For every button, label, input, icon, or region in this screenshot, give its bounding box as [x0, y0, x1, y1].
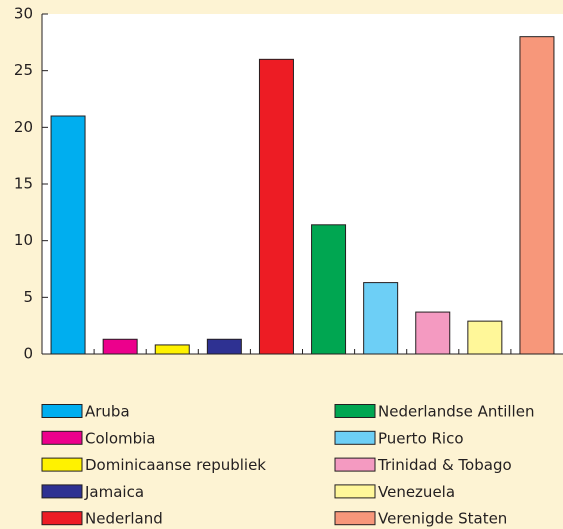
legend-swatch [41, 484, 83, 499]
legend-label: Verenigde Staten [378, 510, 507, 528]
bar [102, 338, 138, 355]
legend-swatch [334, 484, 376, 499]
legend-swatch [41, 511, 83, 526]
legend-label: Trinidad & Tobago [377, 456, 512, 474]
y-tick-label: 10 [14, 231, 33, 249]
y-tick-label: 5 [23, 288, 33, 306]
bar [519, 36, 555, 355]
legend-label: Nederland [85, 510, 163, 528]
bar [363, 282, 399, 355]
bar [50, 115, 86, 355]
bar [467, 320, 503, 355]
y-tick-label: 15 [14, 175, 33, 193]
legend-label: Dominicaanse republiek [85, 456, 266, 474]
legend-label: Jamaica [84, 483, 144, 501]
legend-label: Aruba [85, 403, 130, 421]
plot-area [42, 14, 563, 354]
y-tick-label: 25 [14, 61, 33, 79]
bar [206, 338, 242, 355]
legend-swatch [334, 511, 376, 526]
legend-label: Colombia [85, 429, 156, 447]
bar [311, 224, 347, 355]
bar [415, 311, 451, 355]
legend-swatch [41, 457, 83, 472]
legend-label: Venezuela [378, 483, 455, 501]
bar [258, 58, 294, 355]
y-tick-label: 30 [14, 5, 33, 23]
legend-label: Puerto Rico [378, 429, 464, 447]
y-tick-label: 0 [23, 345, 33, 363]
bar [154, 344, 190, 355]
legend-label: Nederlandse Antillen [378, 403, 534, 421]
legend-swatch [41, 430, 83, 445]
legend-swatch [334, 430, 376, 445]
legend-swatch [334, 404, 376, 418]
legend-swatch [334, 457, 376, 472]
y-tick-label: 20 [14, 118, 33, 136]
legend-swatch [41, 404, 83, 418]
